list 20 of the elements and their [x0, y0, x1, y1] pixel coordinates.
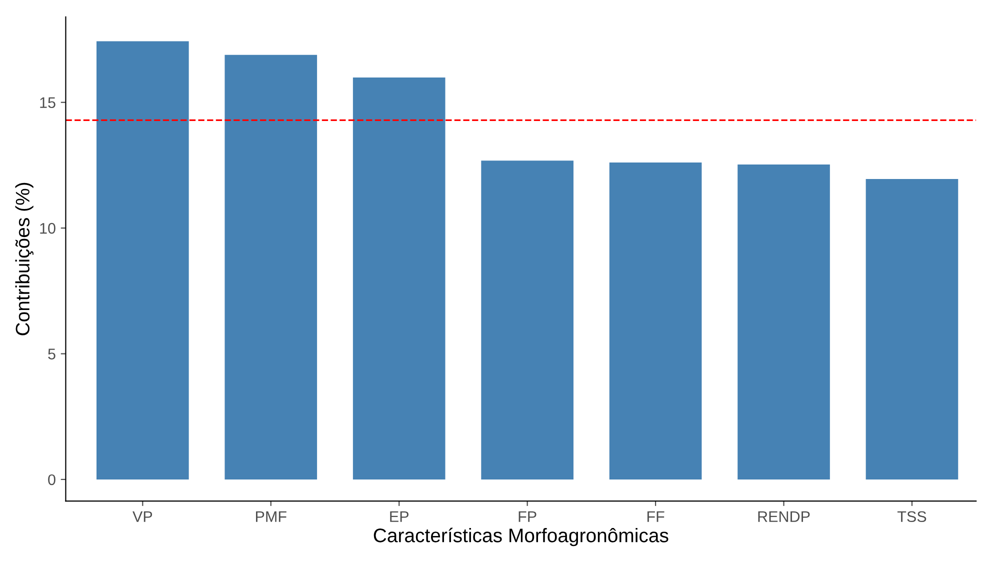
bar — [352, 77, 446, 480]
x-tick-label: PMF — [256, 511, 286, 522]
x-tick-label: RENDP — [758, 511, 810, 522]
y-tick-label: 5 — [48, 348, 56, 360]
bar — [609, 162, 702, 480]
x-tick-label: FF — [647, 511, 664, 522]
x-axis-title: Características Morfoagronômicas — [374, 528, 668, 546]
y-axis-title: Contribuições (%) — [15, 182, 34, 336]
bar — [224, 54, 318, 480]
x-tick-label: TSS — [897, 511, 926, 522]
x-tick-label: VP — [132, 511, 152, 522]
bar — [866, 179, 958, 480]
bar — [738, 164, 830, 480]
y-tick-label: 0 — [48, 474, 56, 486]
y-tick-label: 10 — [40, 222, 56, 234]
y-tick-label: 15 — [40, 97, 56, 108]
bar — [481, 160, 574, 480]
x-tick-label: FP — [518, 511, 536, 522]
x-tick-label: EP — [390, 511, 408, 522]
bar — [96, 41, 189, 480]
